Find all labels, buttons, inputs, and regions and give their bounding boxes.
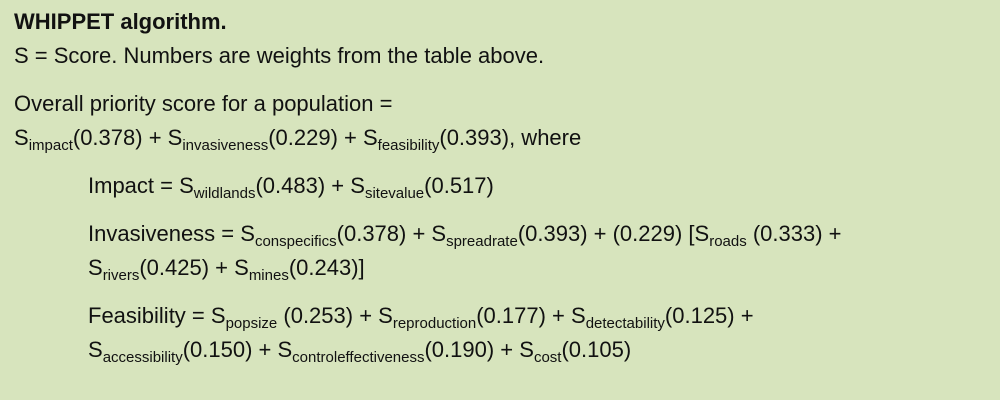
formula-text: (0.517): [424, 173, 494, 198]
formula-text: Feasibility = S: [88, 303, 226, 328]
formula-line: Saccessibility(0.150) + Scontroleffectiv…: [88, 333, 1000, 367]
component: Feasibility = Spopsize (0.253) + Sreprod…: [14, 299, 1000, 367]
title: WHIPPET algorithm.: [14, 9, 227, 34]
subscript: invasiveness: [182, 137, 269, 154]
formula-text: S: [88, 337, 103, 362]
subscript: mines: [248, 267, 289, 284]
formula-text: S: [88, 255, 103, 280]
formula-text: (0.483) + S: [255, 173, 365, 198]
formula-text: (0.190) + S: [424, 337, 534, 362]
subscript: cost: [533, 349, 562, 366]
formula-text: (0.177) + S: [476, 303, 586, 328]
subscript: controleffectiveness: [292, 349, 425, 366]
subscript: sitevalue: [364, 185, 425, 202]
note: S = Score. Numbers are weights from the …: [14, 43, 545, 68]
subscript: accessibility: [102, 349, 183, 366]
component: Invasiveness = Sconspecifics(0.378) + Ss…: [14, 217, 1000, 285]
formula-line: Impact = Swildlands(0.483) + Ssitevalue(…: [88, 169, 1000, 203]
formula-text: (0.425) + S: [139, 255, 249, 280]
formula-text: (0.105): [561, 337, 632, 362]
formula-text: (0.229) + S: [268, 125, 378, 150]
formula-text: (0.378) + S: [336, 221, 447, 246]
subscript: spreadrate: [446, 233, 518, 250]
formula-text: (0.243)]: [288, 255, 365, 280]
formula-line: Invasiveness = Sconspecifics(0.378) + Ss…: [88, 217, 1000, 251]
formula-text: (0.393) + (0.229) [S: [517, 221, 710, 246]
formula-text: (0.253) + S: [277, 303, 393, 328]
formula-line: Feasibility = Spopsize (0.253) + Sreprod…: [88, 299, 1000, 333]
subscript: feasibility: [377, 137, 440, 154]
component-formulas: Impact = Swildlands(0.483) + Ssitevalue(…: [14, 169, 1000, 367]
overall-formula: Overall priority score for a population …: [14, 87, 1000, 155]
subscript: wildlands: [193, 185, 256, 202]
formula-line: Srivers(0.425) + Smines(0.243)]: [88, 251, 1000, 285]
subscript: reproduction: [392, 315, 477, 332]
subscript: rivers: [102, 267, 140, 284]
subscript: impact: [28, 137, 73, 154]
formula-text: S: [14, 125, 29, 150]
subscript: conspecifics: [254, 233, 337, 250]
formula-text: Invasiveness = S: [88, 221, 255, 246]
subscript: detectability: [585, 315, 665, 332]
component: Impact = Swildlands(0.483) + Ssitevalue(…: [14, 169, 1000, 203]
formula-line: Simpact(0.378) + Sinvasiveness(0.229) + …: [14, 121, 1000, 155]
formula-text: (0.393), where: [439, 125, 582, 150]
subscript: popsize: [225, 315, 278, 332]
formula-text: (0.333) +: [746, 221, 842, 246]
formula-text: Overall priority score for a population …: [14, 91, 393, 116]
formula-text: (0.378) + S: [72, 125, 183, 150]
formula-text: (0.125) +: [664, 303, 754, 328]
formula-text: (0.150) + S: [182, 337, 293, 362]
formula-line: Overall priority score for a population …: [14, 87, 1000, 121]
subscript: roads: [709, 233, 747, 250]
formula-text: Impact = S: [88, 173, 194, 198]
